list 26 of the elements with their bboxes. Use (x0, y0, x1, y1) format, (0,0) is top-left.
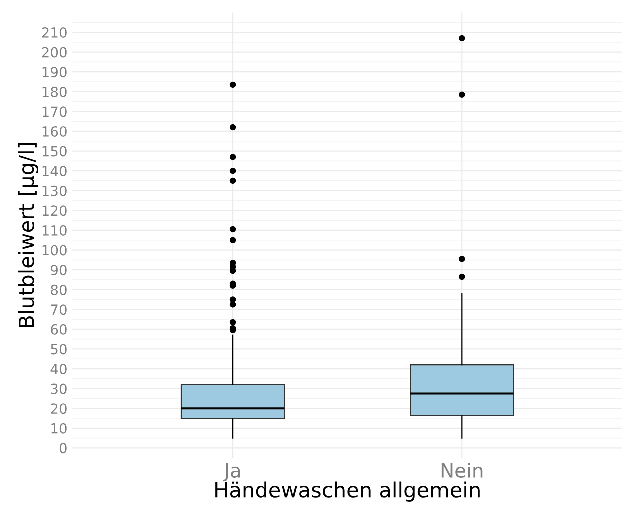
y-tick-label: 160 (42, 126, 67, 137)
y-tick-label: 20 (51, 404, 67, 414)
y-tick-label: 90 (51, 265, 67, 276)
y-tick-label: 200 (42, 47, 67, 58)
y-tick-label: 140 (42, 166, 67, 177)
y-tick-label: 40 (50, 364, 67, 374)
y-tick-label: 0 (60, 443, 67, 454)
y-tick-label: 190 (42, 67, 67, 78)
y-tick-label: 150 (42, 146, 67, 157)
x-axis-title: Händewaschen allgemein (216, 482, 480, 502)
x-tick-label: Ja (223, 464, 240, 482)
y-tick-label: 180 (42, 86, 67, 98)
x-tick-label: Nein (442, 462, 483, 478)
y-tick-label: 80 (51, 284, 67, 296)
y-tick-label: 10 (52, 423, 67, 434)
y-tick-label: 70 (51, 304, 67, 316)
y-tick-label: 30 (51, 384, 67, 394)
y-tick-label: 210 (42, 27, 67, 38)
y-axis-title: Blutbleiwert [µg/l] (18, 143, 39, 328)
y-tick-label: 100 (42, 245, 67, 256)
y-tick-label: 50 (51, 344, 67, 355)
y-tick-label: 110 (42, 225, 67, 236)
y-tick-label: 130 (42, 186, 67, 196)
y-tick-label: 120 (42, 206, 67, 216)
y-tick-label: 60 (51, 324, 67, 335)
y-tick-label: 170 (42, 106, 67, 118)
